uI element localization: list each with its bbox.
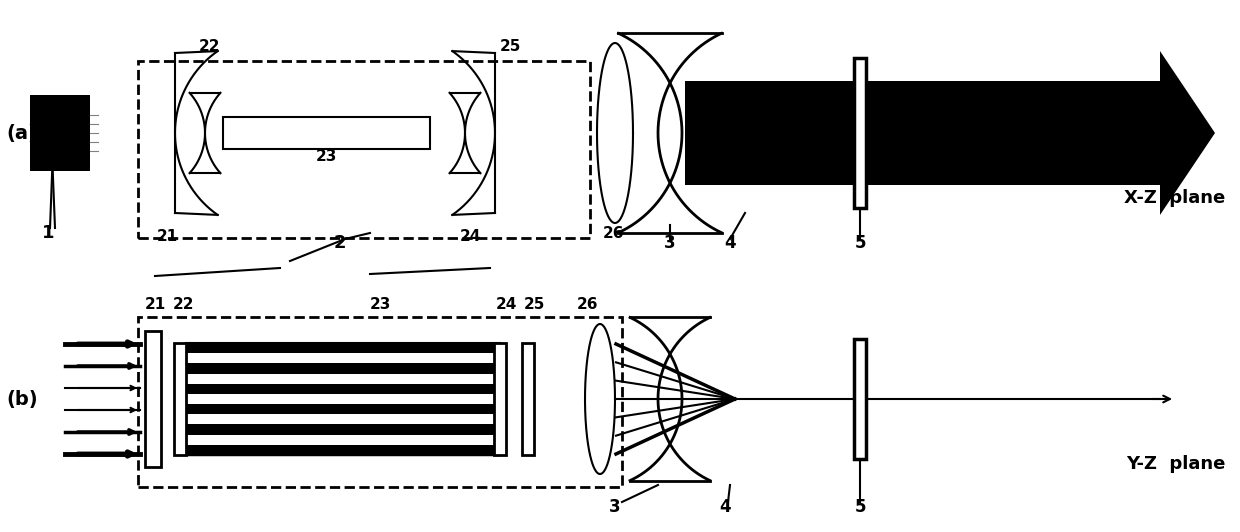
Polygon shape (1159, 51, 1215, 215)
Bar (522, 343, 534, 455)
Bar (145, 331, 161, 467)
Bar (494, 343, 506, 455)
Text: 5: 5 (854, 234, 866, 252)
Bar (30, 95, 91, 171)
Text: 21: 21 (156, 229, 177, 244)
Text: (b): (b) (6, 389, 37, 409)
Text: X-Z  plane: X-Z plane (1123, 189, 1225, 207)
Text: 25: 25 (523, 297, 544, 312)
Bar (1004, 81, 1159, 185)
Bar (174, 343, 186, 455)
Bar (186, 353, 500, 363)
Bar (684, 81, 1004, 185)
Bar (186, 414, 500, 425)
Text: 5: 5 (854, 498, 866, 516)
Text: 26: 26 (577, 297, 598, 312)
Text: 4: 4 (719, 498, 730, 516)
Text: 1: 1 (42, 224, 55, 242)
Text: 24: 24 (495, 297, 517, 312)
Text: 25: 25 (500, 39, 521, 54)
Bar (186, 343, 500, 455)
Text: 3: 3 (665, 234, 676, 252)
Text: 22: 22 (200, 39, 221, 54)
Text: 26: 26 (603, 226, 624, 241)
Text: 23: 23 (370, 297, 391, 312)
Text: 21: 21 (144, 297, 166, 312)
Text: 24: 24 (459, 229, 481, 244)
Text: 4: 4 (724, 234, 735, 252)
Bar (186, 373, 500, 384)
Bar (186, 343, 500, 455)
Text: 2: 2 (334, 234, 346, 252)
Text: (a): (a) (6, 123, 37, 143)
Text: 23: 23 (316, 149, 337, 164)
Text: 22: 22 (172, 297, 193, 312)
Bar (186, 435, 500, 445)
Bar (854, 58, 866, 208)
Bar (854, 339, 866, 459)
Text: Y-Z  plane: Y-Z plane (1126, 455, 1225, 473)
Bar (186, 394, 500, 404)
Bar (138, 61, 590, 238)
Bar (223, 117, 430, 149)
Bar (138, 317, 622, 487)
Text: 3: 3 (609, 498, 621, 516)
